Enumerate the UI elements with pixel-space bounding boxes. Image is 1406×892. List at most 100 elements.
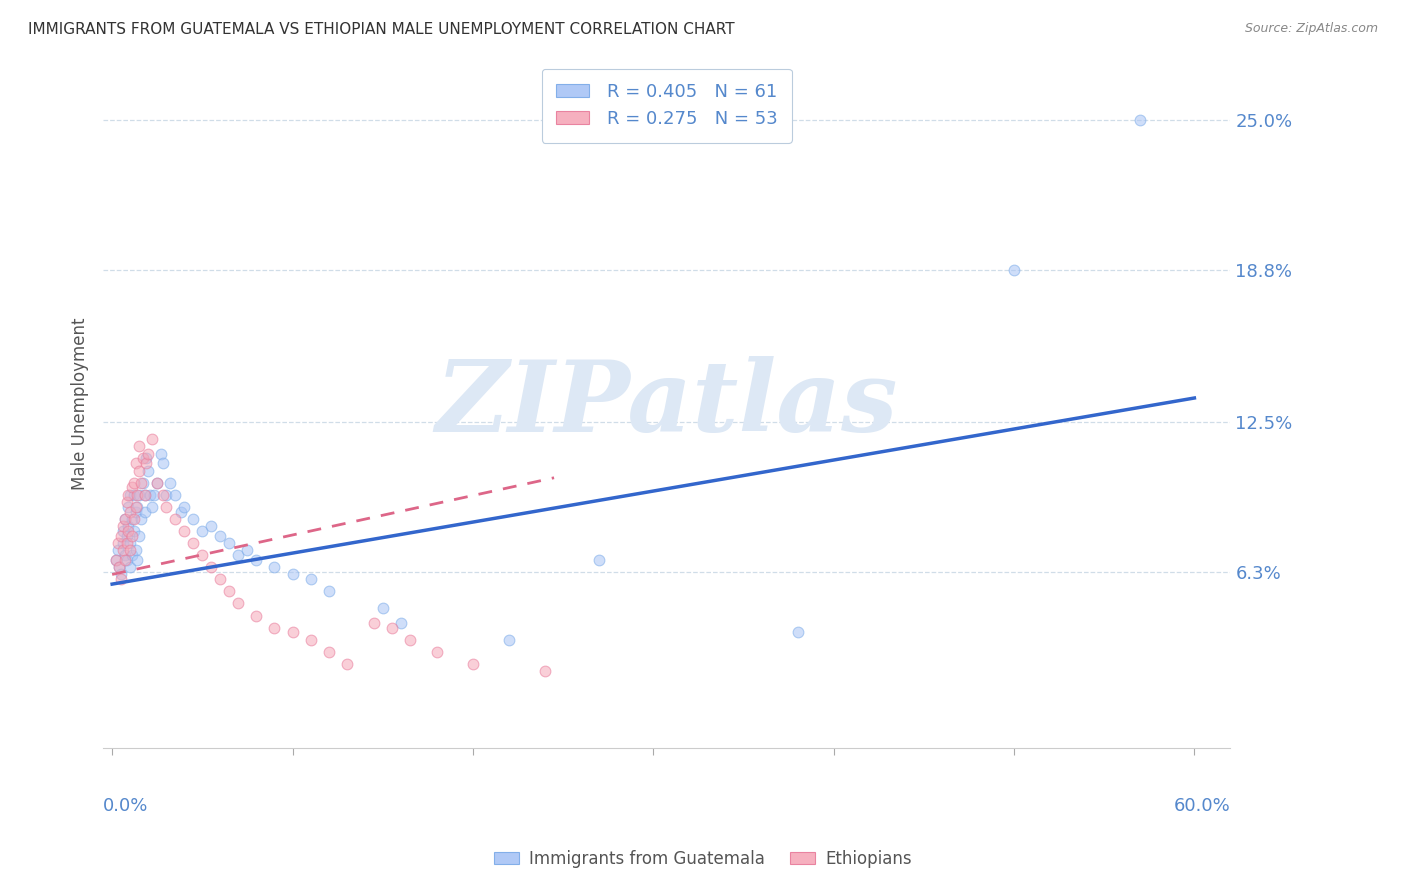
- Point: [111, 536, 134, 550]
- Point: [141, 432, 163, 446]
- Point: [124, 505, 146, 519]
- Point: [299, 632, 322, 647]
- Point: [245, 553, 267, 567]
- Point: [299, 572, 322, 586]
- Point: [111, 543, 134, 558]
- Point: [139, 488, 162, 502]
- Point: [146, 475, 169, 490]
- Point: [122, 512, 145, 526]
- Point: [371, 601, 394, 615]
- Point: [135, 451, 157, 466]
- Point: [218, 536, 240, 550]
- Point: [498, 632, 520, 647]
- Point: [124, 500, 146, 514]
- Point: [170, 505, 193, 519]
- Point: [122, 524, 145, 538]
- Point: [117, 488, 139, 502]
- Point: [121, 480, 143, 494]
- Point: [132, 451, 155, 466]
- Point: [149, 447, 172, 461]
- Point: [120, 536, 142, 550]
- Point: [142, 488, 165, 502]
- Point: [1129, 113, 1152, 128]
- Point: [263, 560, 285, 574]
- Point: [318, 645, 340, 659]
- Point: [152, 456, 174, 470]
- Point: [134, 488, 156, 502]
- Point: [122, 488, 145, 502]
- Point: [534, 664, 557, 678]
- Point: [159, 475, 181, 490]
- Point: [111, 524, 134, 538]
- Point: [115, 529, 138, 543]
- Point: [141, 500, 163, 514]
- Point: [398, 632, 420, 647]
- Point: [121, 529, 143, 543]
- Point: [318, 584, 340, 599]
- Point: [121, 548, 143, 562]
- Point: [134, 505, 156, 519]
- Text: Source: ZipAtlas.com: Source: ZipAtlas.com: [1244, 22, 1378, 36]
- Point: [181, 512, 204, 526]
- Point: [152, 488, 174, 502]
- Point: [115, 495, 138, 509]
- Text: ZIPatlas: ZIPatlas: [436, 356, 898, 452]
- Text: IMMIGRANTS FROM GUATEMALA VS ETHIOPIAN MALE UNEMPLOYMENT CORRELATION CHART: IMMIGRANTS FROM GUATEMALA VS ETHIOPIAN M…: [28, 22, 735, 37]
- Point: [104, 553, 127, 567]
- Point: [128, 463, 150, 477]
- Text: 60.0%: 60.0%: [1174, 797, 1230, 814]
- Point: [134, 488, 156, 502]
- Point: [209, 572, 232, 586]
- Point: [381, 621, 404, 635]
- Point: [389, 615, 412, 630]
- Point: [191, 548, 214, 562]
- Point: [136, 447, 159, 461]
- Point: [128, 439, 150, 453]
- Point: [124, 543, 146, 558]
- Point: [281, 567, 304, 582]
- Point: [228, 548, 250, 562]
- Point: [104, 553, 127, 567]
- Point: [173, 500, 195, 514]
- Point: [181, 536, 204, 550]
- Point: [173, 524, 195, 538]
- Point: [122, 475, 145, 490]
- Point: [117, 524, 139, 538]
- Legend: R = 0.405   N = 61, R = 0.275   N = 53: R = 0.405 N = 61, R = 0.275 N = 53: [541, 69, 792, 143]
- Point: [114, 512, 136, 526]
- Point: [129, 512, 152, 526]
- Y-axis label: Male Unemployment: Male Unemployment: [72, 318, 89, 491]
- Point: [108, 560, 131, 574]
- Point: [111, 519, 134, 533]
- Point: [228, 597, 250, 611]
- Point: [128, 529, 150, 543]
- Point: [786, 625, 808, 640]
- Point: [110, 567, 132, 582]
- Point: [155, 500, 177, 514]
- Point: [127, 488, 149, 502]
- Point: [200, 560, 222, 574]
- Text: 0.0%: 0.0%: [103, 797, 149, 814]
- Point: [117, 519, 139, 533]
- Point: [114, 548, 136, 562]
- Point: [108, 560, 131, 574]
- Point: [121, 512, 143, 526]
- Point: [209, 529, 232, 543]
- Point: [132, 475, 155, 490]
- Point: [124, 456, 146, 470]
- Point: [129, 475, 152, 490]
- Point: [120, 560, 142, 574]
- Point: [107, 536, 129, 550]
- Point: [110, 529, 132, 543]
- Point: [117, 500, 139, 514]
- Point: [245, 608, 267, 623]
- Point: [107, 543, 129, 558]
- Point: [191, 524, 214, 538]
- Point: [127, 500, 149, 514]
- Point: [336, 657, 359, 671]
- Point: [236, 543, 259, 558]
- Point: [120, 505, 142, 519]
- Point: [588, 553, 610, 567]
- Point: [110, 572, 132, 586]
- Point: [120, 488, 142, 502]
